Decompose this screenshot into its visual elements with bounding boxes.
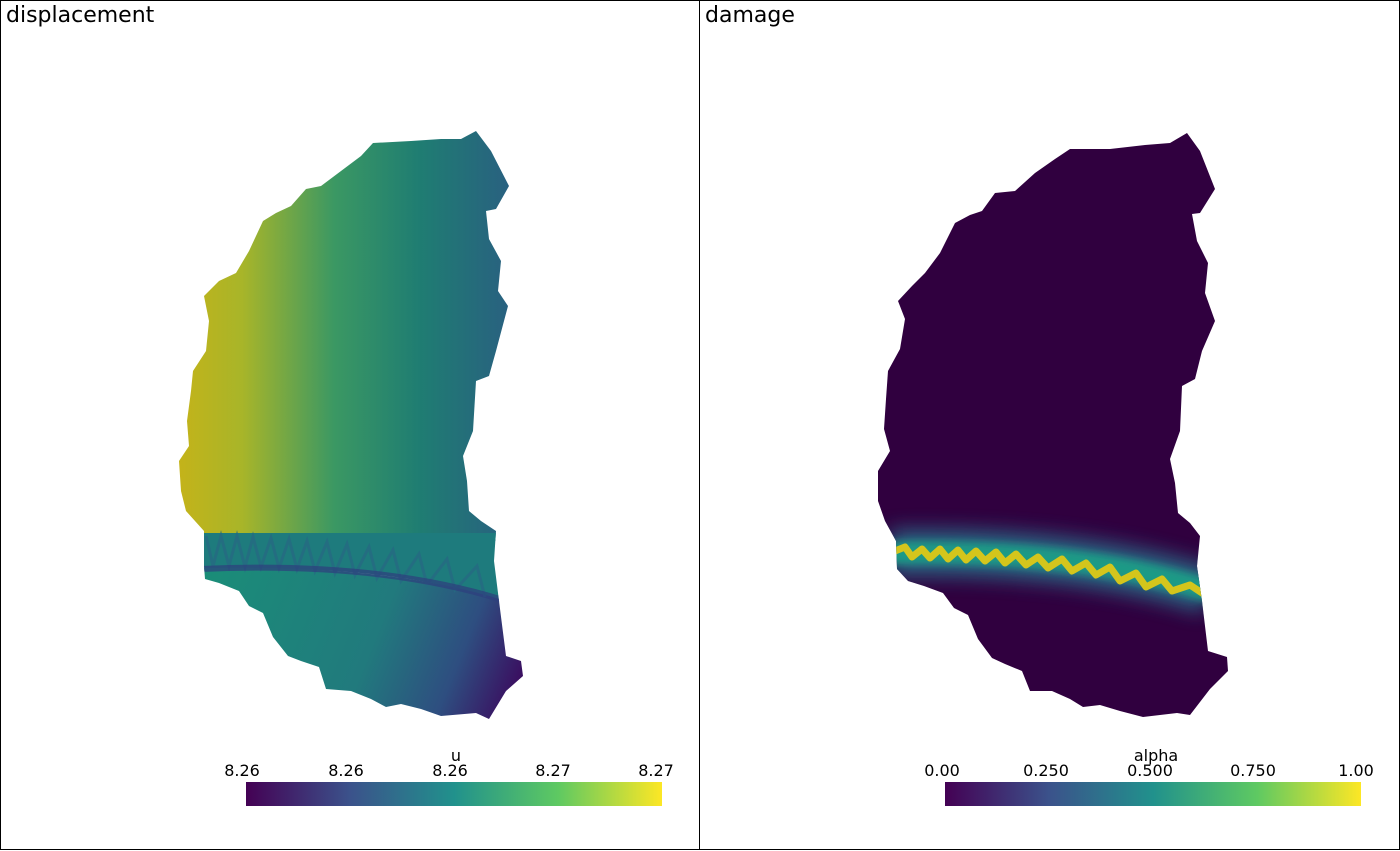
colorbar-title-alpha: alpha — [1133, 746, 1179, 765]
panel-title-damage: damage — [705, 3, 795, 28]
damage-field — [878, 133, 1228, 717]
damage-colorbar — [945, 782, 1361, 806]
colorbar-tick: 8.27 — [638, 761, 674, 780]
displacement-plot — [179, 131, 662, 806]
damage-panel: damage — [699, 0, 1400, 850]
colorbar-tick: 1.00 — [1338, 761, 1374, 780]
colorbar-tick: 0.250 — [1023, 761, 1069, 780]
colorbar-tick: 8.26 — [224, 761, 260, 780]
displacement-panel: displacement — [0, 0, 700, 850]
colorbar-tick: 8.26 — [432, 761, 468, 780]
colorbar-title-u: u — [450, 746, 462, 765]
colorbar-tick: 0.500 — [1127, 761, 1173, 780]
colorbar-tick: 0.00 — [924, 761, 960, 780]
damage-crack-band — [893, 543, 1207, 598]
colorbar-tick: 8.27 — [535, 761, 571, 780]
damage-plot — [878, 133, 1361, 806]
displacement-field — [179, 131, 523, 719]
colorbar-tick: 0.750 — [1230, 761, 1276, 780]
crack-zigzag — [204, 530, 487, 598]
panel-title-displacement: displacement — [6, 3, 155, 28]
colorbar-tick: 8.26 — [328, 761, 364, 780]
displacement-colorbar — [246, 782, 662, 806]
